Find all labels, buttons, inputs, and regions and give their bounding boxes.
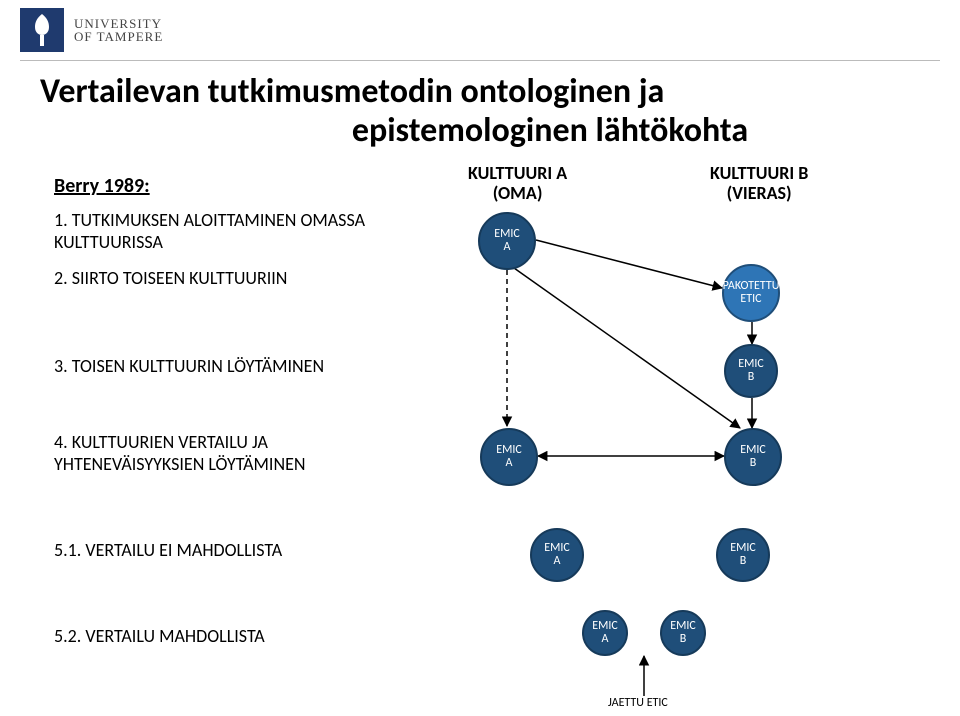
title-line1: Vertailevan tutkimusmetodin ontologinen … [40,72,920,111]
culture-b-line1: KULTTUURI B [710,164,808,184]
step-5-1: 5.1. VERTAILU EI MAHDOLLISTA [54,540,394,562]
node-emicA1: EMICA [478,212,536,270]
node-emicB52: EMICB [660,610,706,656]
node-emicB4: EMICB [724,428,782,486]
node-pakotettu: PAKOTETTUETIC [722,264,780,322]
node-emicA52: EMICA [582,610,628,656]
culture-b-header: KULTTUURI B (VIERAS) [710,164,808,204]
node-emicA4: EMICA [480,428,538,486]
logo-text: UNIVERSITY OF TAMPERE [74,17,163,43]
university-logo: UNIVERSITY OF TAMPERE [20,8,163,52]
berry-label: Berry 1989: [54,174,394,198]
step-1: 1. TUTKIMUKSEN ALOITTAMINEN OMASSA KULTT… [54,210,394,253]
edge-1 [536,240,722,288]
culture-a-header: KULTTUURI A (OMA) [468,164,567,204]
step-3: 3. TOISEN KULTTUURIN LÖYTÄMINEN [54,356,394,378]
title-line2: epistemologinen lähtökohta [180,111,920,150]
step-2: 2. SIIRTO TOISEEN KULTTUURIIN [54,268,394,290]
node-emicB3: EMICB [724,344,778,398]
step-5-2: 5.2. VERTAILU MAHDOLLISTA [54,626,394,648]
culture-b-line2: (VIERAS) [710,184,808,204]
header-divider [20,60,940,61]
node-emicB51: EMICB [716,528,770,582]
culture-a-line2: (OMA) [468,184,567,204]
logo-torch-icon [20,8,64,52]
jaettu-etic-label: JAETTU ETIC [608,696,668,710]
edge-3 [514,268,740,428]
culture-a-line1: KULTTUURI A [468,164,567,184]
jaettu-text: JAETTU ETIC [608,696,668,710]
slide: UNIVERSITY OF TAMPERE Vertailevan tutkim… [0,0,960,716]
logo-line2: OF TAMPERE [74,30,163,43]
slide-title: Vertailevan tutkimusmetodin ontologinen … [40,72,920,150]
step-4: 4. KULTTUURIEN VERTAILU JA YHTENEVÄISYYK… [54,432,394,475]
node-emicA51: EMICA [530,528,584,582]
